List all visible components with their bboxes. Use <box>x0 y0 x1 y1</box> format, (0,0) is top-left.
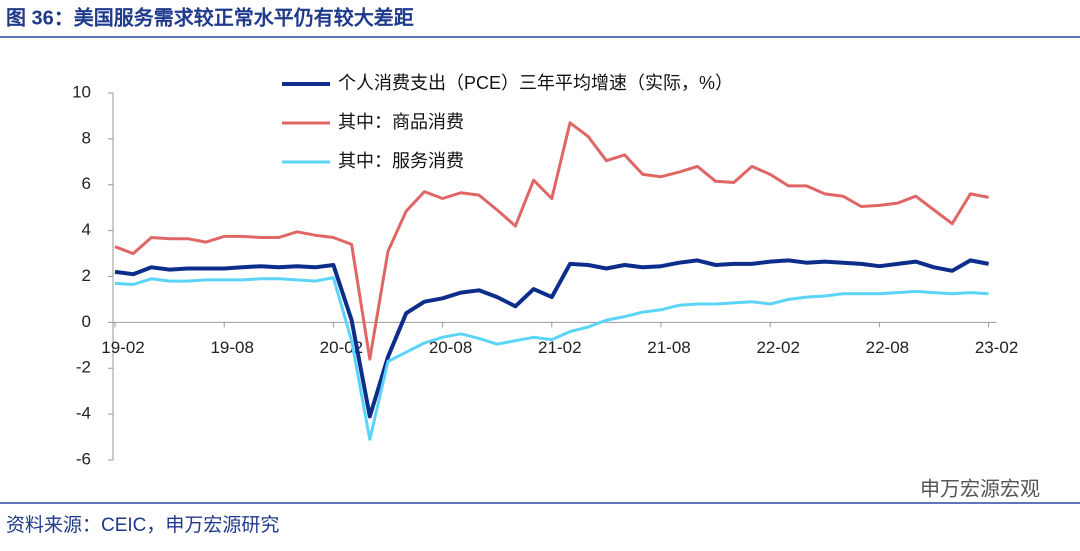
y-tick-label: 0 <box>82 312 91 331</box>
source-note: 资料来源：CEIC，申万宏源研究 <box>6 514 279 536</box>
chart-title: 图 36：美国服务需求较正常水平仍有较大差距 <box>6 5 414 29</box>
x-tick-label: 23-02 <box>975 338 1018 357</box>
y-tick-label: 4 <box>82 220 91 239</box>
y-tick-label: 8 <box>82 128 91 147</box>
y-tick-label: 6 <box>82 174 91 193</box>
x-tick-label: 20-08 <box>429 338 472 357</box>
watermark: 申万宏源宏观 <box>920 477 1040 500</box>
series-line <box>114 258 989 419</box>
x-tick-label: 19-08 <box>210 338 253 357</box>
legend-label: 其中：商品消费 <box>338 112 464 132</box>
legend-label: 其中：服务消费 <box>338 151 464 171</box>
series-line <box>114 276 989 441</box>
x-tick-label: 21-02 <box>538 338 581 357</box>
x-tick-label: 22-08 <box>866 338 909 357</box>
series-line <box>114 121 989 361</box>
y-tick-label: -6 <box>76 449 91 468</box>
y-tick-label: -2 <box>76 358 91 377</box>
y-tick-label: 10 <box>72 82 91 101</box>
y-tick-label: -4 <box>76 404 91 423</box>
x-tick-label: 21-08 <box>647 338 690 357</box>
x-tick-label: 22-02 <box>756 338 799 357</box>
x-tick-label: 19-02 <box>101 338 144 357</box>
y-tick-label: 2 <box>82 266 91 285</box>
legend-label: 个人消费支出（PCE）三年平均增速（实际，%） <box>338 73 733 93</box>
